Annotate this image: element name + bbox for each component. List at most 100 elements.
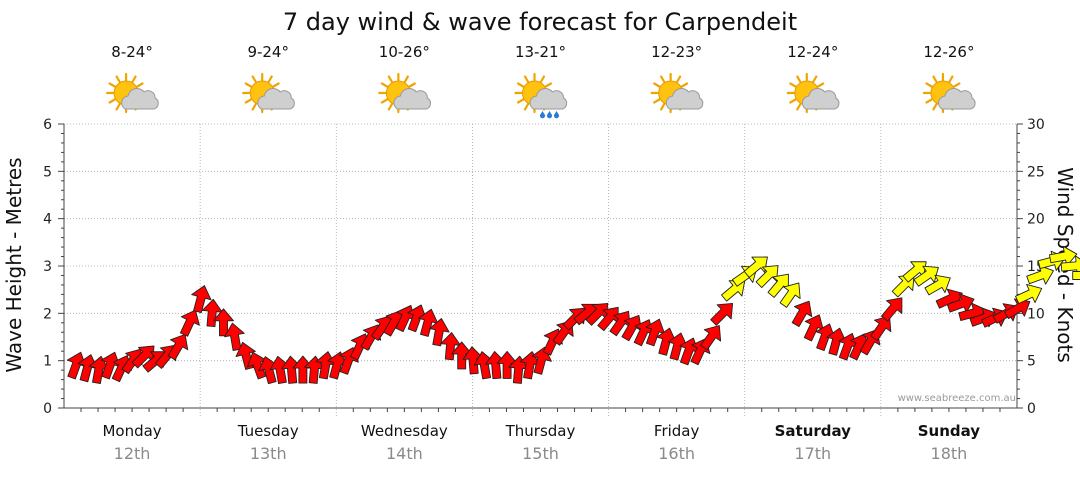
sun-ray xyxy=(653,98,661,104)
sun-ray xyxy=(948,75,954,83)
cloud-shape xyxy=(257,88,295,110)
y-tick-label-left: 4 xyxy=(43,212,52,228)
y-tick-label-left: 6 xyxy=(43,117,52,133)
y-tick-label-left: 3 xyxy=(43,259,52,275)
sun-ray xyxy=(925,82,933,88)
wind-arrow-shape xyxy=(473,351,495,380)
wind-arrow-shape xyxy=(1072,271,1080,280)
sun-ray xyxy=(387,75,393,83)
wind-arrow xyxy=(791,300,813,328)
wind-arrow-shape xyxy=(710,302,734,326)
wind-arrow-shape xyxy=(418,308,439,337)
wind-arrow xyxy=(656,327,677,356)
wind-arrow-shape xyxy=(1026,264,1054,285)
wind-arrow-shape xyxy=(1003,298,1031,320)
sun-ray xyxy=(925,98,933,104)
day-group-friday: 12-23° Friday 16th xyxy=(650,43,704,463)
wind-arrow-shape xyxy=(179,309,200,337)
sun-ray xyxy=(244,82,253,88)
wind-arrow xyxy=(779,282,801,308)
wind-arrow xyxy=(292,355,314,384)
wind-arrow-shape xyxy=(1060,255,1080,277)
sun-ray xyxy=(403,75,409,83)
sun-ray xyxy=(131,75,137,83)
cloud-shape xyxy=(393,88,432,110)
partly-cloudy-icon xyxy=(786,72,840,114)
wind-arrow xyxy=(462,346,484,375)
wind-arrow xyxy=(258,356,279,385)
wind-arrow xyxy=(826,327,847,356)
day-name: Friday xyxy=(654,422,700,440)
wind-arrow-shape xyxy=(621,314,643,342)
wind-arrow xyxy=(946,293,975,314)
wind-arrow xyxy=(700,325,722,351)
day-temp: 12-26° xyxy=(923,43,974,61)
wind-arrow xyxy=(418,308,439,337)
wind-arrow-shape xyxy=(743,256,768,278)
wind-arrow xyxy=(485,351,507,380)
wind-arrow-shape xyxy=(881,297,903,322)
wind-arrow xyxy=(496,350,518,379)
sun-ray xyxy=(523,75,530,83)
showers-icon xyxy=(514,72,568,119)
day-name: Thursday xyxy=(505,422,576,440)
wind-arrow-shape xyxy=(281,355,302,384)
wind-arrow xyxy=(167,333,189,361)
wind-arrow-shape xyxy=(496,350,518,379)
sun-ray xyxy=(812,75,818,83)
sun-ray xyxy=(680,82,689,88)
cloud-shape xyxy=(665,88,704,110)
day-group-sunday: 12-26° Sunday 18th xyxy=(918,43,981,463)
wind-arrow xyxy=(440,332,461,361)
sun-ray xyxy=(544,82,553,88)
sun-ray xyxy=(380,98,389,104)
wind-arrow-shape xyxy=(913,265,939,287)
wind-arrow xyxy=(407,304,427,333)
wind-arrow xyxy=(327,351,348,380)
day-name: Saturday xyxy=(775,422,852,440)
wind-arrow xyxy=(1049,245,1078,267)
wind-arrow-shape xyxy=(167,333,189,361)
watermark: www.seabreeze.com.au xyxy=(898,393,1016,404)
wind-arrow-shape xyxy=(870,315,892,341)
wind-arrow xyxy=(473,351,495,380)
y-tick-label-left: 2 xyxy=(43,306,52,322)
wind-arrow-shape xyxy=(292,355,314,384)
wind-arrow xyxy=(1015,284,1043,304)
sun-ray xyxy=(539,75,546,83)
wind-arrow xyxy=(519,351,541,380)
sun-ray xyxy=(108,82,116,88)
day-date: 14th xyxy=(386,444,423,463)
sun-ray xyxy=(136,82,144,88)
wind-arrow-shape xyxy=(440,332,461,361)
partly-cloudy-icon xyxy=(650,72,704,114)
y-tick-label-right: 5 xyxy=(1027,354,1036,370)
wind-arrow-shape xyxy=(1049,245,1078,267)
y-tick-label-left: 5 xyxy=(43,164,52,180)
sun-ray xyxy=(789,98,797,104)
wind-arrow-shape xyxy=(755,265,779,288)
day-group-tuesday: 9-24° Tuesday 13th xyxy=(237,43,299,463)
partly-cloudy-icon xyxy=(922,72,976,114)
wind-arrow xyxy=(645,318,666,347)
day-temp: 8-24° xyxy=(111,43,153,61)
wind-arrow-shape xyxy=(485,351,507,380)
wind-arrow xyxy=(755,265,779,288)
cloud-shape xyxy=(529,88,568,110)
wind-arrow-shape xyxy=(667,332,688,361)
wind-arrow xyxy=(1072,271,1080,280)
wind-arrow xyxy=(451,341,473,370)
y-tick-label-left: 1 xyxy=(43,354,52,370)
sun-ray xyxy=(660,75,666,83)
wind-arrow xyxy=(721,280,746,302)
day-name: Tuesday xyxy=(237,422,299,440)
wind-arrow xyxy=(743,256,768,278)
cloud-shape xyxy=(938,88,976,110)
wind-arrow-shape xyxy=(721,280,746,302)
y-tick-label-right: 25 xyxy=(1027,164,1045,180)
sun-ray xyxy=(408,82,416,88)
sun-ray xyxy=(796,103,802,111)
wind-arrow xyxy=(100,351,121,380)
day-group-wednesday: 10-26° Wednesday 14th xyxy=(361,43,448,463)
wind-arrow-shape xyxy=(201,298,223,328)
